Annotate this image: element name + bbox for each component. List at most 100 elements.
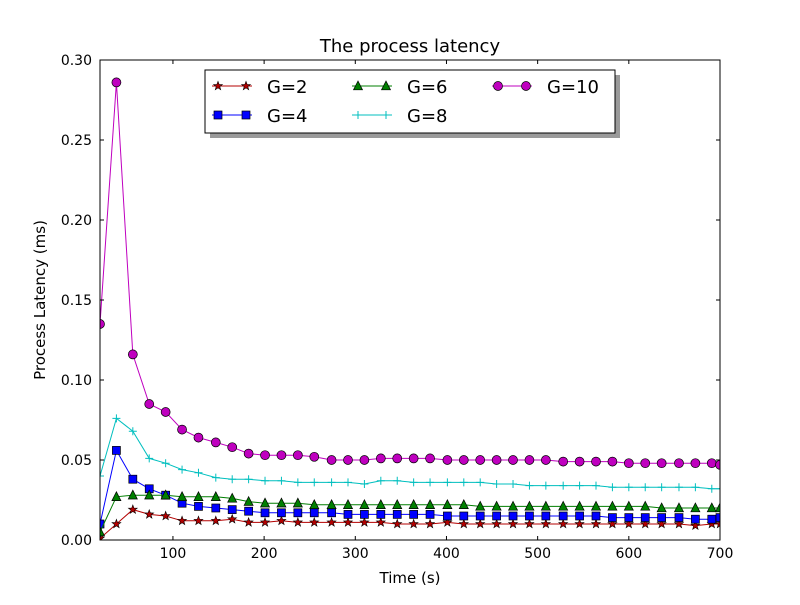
data-point-g6 — [640, 500, 651, 511]
legend-marker — [241, 110, 251, 120]
data-point-g2 — [326, 516, 337, 527]
x-tick-label: 100 — [160, 546, 187, 562]
data-point-g10 — [309, 451, 320, 462]
data-point-g10 — [491, 455, 502, 465]
series-g6 — [100, 489, 720, 537]
data-point-g10 — [193, 432, 204, 443]
legend-entry-g8: G=8 — [352, 106, 447, 127]
data-point-g10 — [210, 437, 221, 448]
data-point-g4 — [492, 511, 501, 521]
data-point-g8 — [100, 472, 104, 480]
data-point-g8 — [344, 478, 352, 487]
data-point-g6 — [714, 502, 720, 513]
data-point-g10 — [177, 424, 187, 435]
data-point-g4 — [425, 510, 435, 519]
data-point-g6 — [524, 500, 535, 511]
data-point-g8 — [691, 483, 700, 492]
data-point-g6 — [243, 495, 254, 506]
legend-marker — [521, 81, 531, 91]
data-point-g4 — [657, 513, 666, 522]
data-point-g8 — [641, 483, 650, 492]
data-point-g6 — [590, 500, 602, 511]
data-point-g4 — [327, 508, 336, 518]
data-point-g6 — [127, 489, 138, 500]
data-point-g2 — [458, 518, 470, 529]
data-point-g6 — [227, 492, 238, 503]
data-point-g8 — [327, 478, 336, 487]
series-g10 — [100, 77, 720, 470]
data-point-g10 — [607, 456, 618, 467]
legend-marker — [380, 80, 392, 91]
data-point-g2 — [375, 516, 387, 527]
data-point-g10 — [144, 399, 155, 409]
data-point-g6 — [408, 499, 419, 509]
data-point-g10 — [276, 450, 287, 461]
legend-marker — [212, 80, 224, 91]
legend-label: G=4 — [267, 106, 307, 127]
data-point-g8 — [575, 481, 584, 490]
data-point-g8 — [194, 468, 203, 477]
data-point-g10 — [558, 456, 569, 467]
data-point-g10 — [442, 455, 453, 465]
data-point-g2 — [342, 516, 354, 527]
data-point-g4 — [360, 510, 369, 519]
legend-entry-g10: G=10 — [492, 77, 599, 98]
data-point-g10 — [243, 448, 254, 459]
data-point-g6 — [458, 499, 469, 509]
data-point-g4 — [392, 510, 402, 519]
data-point-g2 — [424, 518, 436, 529]
data-point-g8 — [409, 478, 418, 487]
data-point-g8 — [459, 478, 468, 487]
data-point-g2 — [656, 518, 667, 529]
data-point-g8 — [559, 481, 568, 490]
data-point-g10 — [524, 455, 535, 465]
data-point-g6 — [276, 497, 287, 508]
data-point-g6 — [375, 499, 386, 509]
data-point-g6 — [574, 500, 585, 511]
legend-entry-g4: G=4 — [212, 106, 307, 127]
data-point-g2 — [590, 518, 602, 529]
legend-entry-g6: G=6 — [352, 77, 447, 98]
data-point-g6 — [160, 489, 171, 500]
y-tick-label: 0.10 — [61, 373, 92, 389]
data-point-g8 — [244, 475, 253, 484]
data-point-g6 — [111, 491, 122, 501]
y-tick-label: 0.00 — [61, 533, 92, 549]
legend: G=2 G=4 G=6 G=8 G=10 — [204, 69, 620, 138]
data-point-g10 — [640, 458, 651, 469]
x-tick-label: 400 — [433, 546, 460, 562]
series-layer — [100, 77, 720, 540]
data-point-g6 — [656, 502, 667, 513]
data-point-g10 — [656, 458, 667, 469]
data-point-g2 — [623, 518, 635, 529]
data-point-g4 — [608, 513, 617, 522]
data-point-g10 — [715, 459, 720, 470]
data-point-g2 — [574, 518, 585, 529]
data-point-g10 — [574, 456, 585, 467]
data-point-g8 — [393, 476, 402, 485]
data-point-g2 — [160, 510, 171, 521]
data-point-g4 — [459, 511, 469, 521]
data-point-g10 — [392, 453, 403, 464]
data-point-g6 — [292, 497, 303, 508]
data-point-g8 — [145, 454, 154, 463]
data-point-g2 — [210, 515, 222, 526]
data-point-g10 — [375, 453, 386, 464]
data-point-g6 — [424, 499, 436, 509]
data-point-g10 — [706, 458, 717, 469]
data-point-g10 — [359, 455, 370, 465]
data-point-g4 — [293, 508, 303, 518]
data-point-g4 — [244, 506, 253, 516]
chart-title: The process latency — [319, 36, 501, 57]
x-tick-label: 700 — [707, 546, 734, 562]
data-point-g8 — [608, 483, 617, 492]
data-point-g8 — [360, 480, 369, 488]
data-point-g4 — [715, 513, 720, 522]
data-point-g4 — [508, 511, 518, 521]
data-point-g4 — [591, 511, 601, 521]
data-point-g4 — [211, 503, 221, 513]
data-point-g10 — [475, 455, 486, 465]
data-point-g8 — [541, 481, 550, 490]
data-point-g8 — [674, 483, 683, 492]
